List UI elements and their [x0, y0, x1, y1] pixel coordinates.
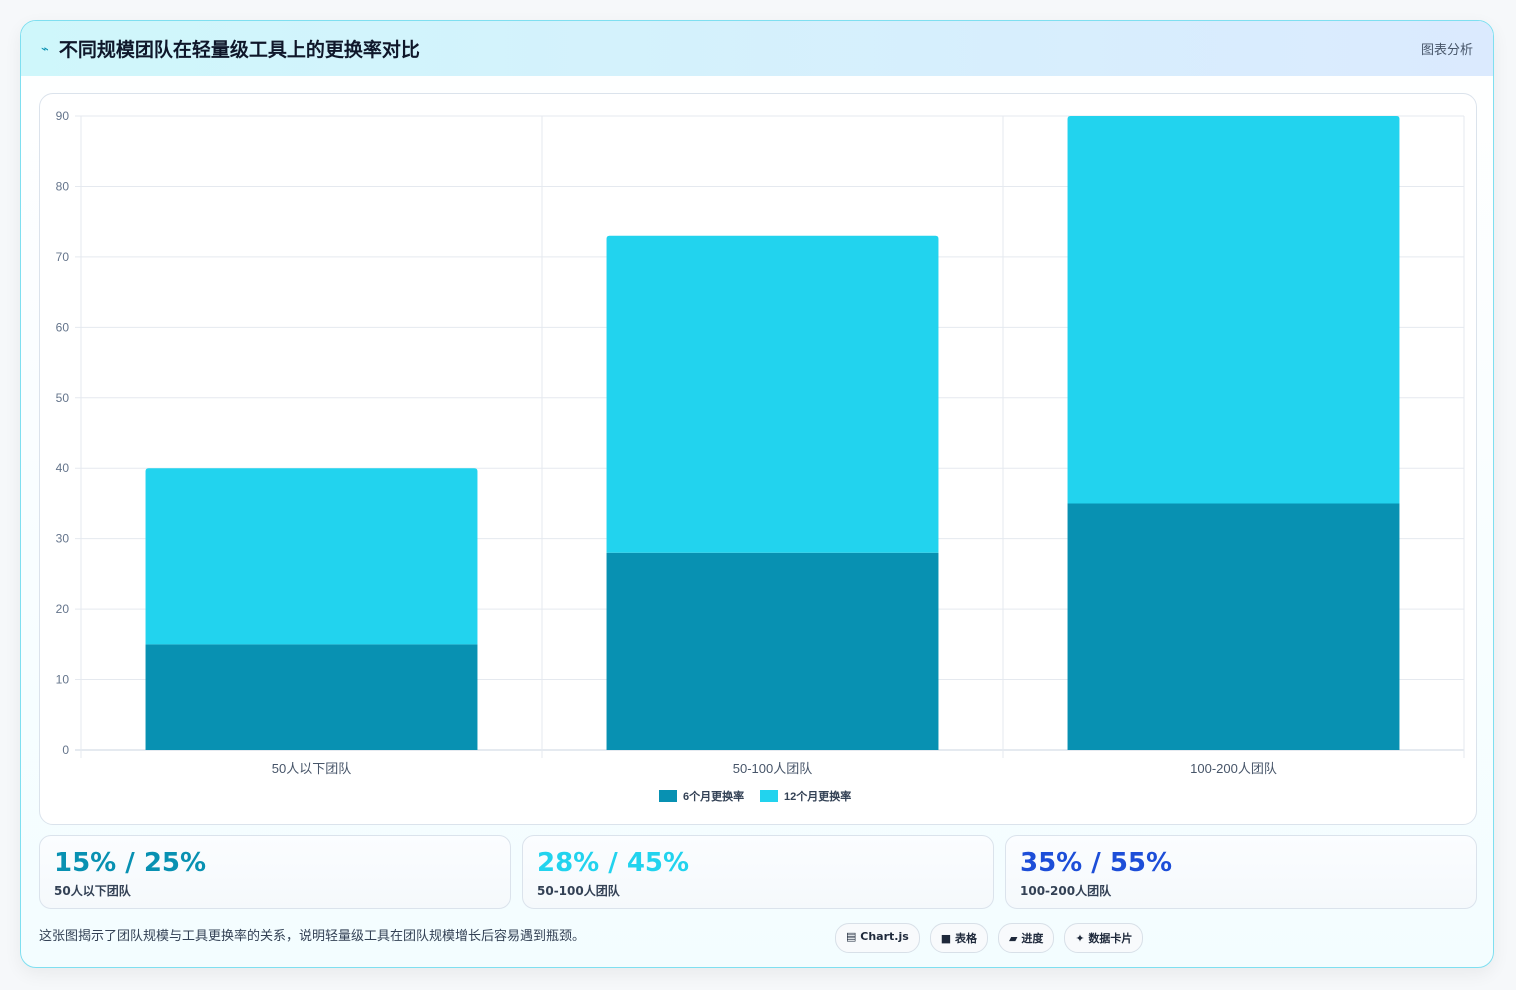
- pill-label: 表格: [955, 932, 978, 945]
- pill-label: 进度: [1021, 932, 1044, 945]
- chart-title: 不同规模团队在轻量级工具上的更换率对比: [58, 39, 420, 61]
- stat-card-large: 35% / 55% 100-200人团队: [1005, 835, 1477, 909]
- y-tick-label: 10: [56, 673, 70, 687]
- y-tick-label: 20: [56, 602, 70, 616]
- footer-note: 这张图揭示了团队规模与工具更换率的关系，说明轻量级工具在团队规模增长后容易遇到瓶…: [39, 929, 586, 944]
- bar-6m: [145, 644, 478, 750]
- pill-table[interactable]: ■ 表格: [929, 923, 989, 953]
- chart-icon: ▤: [846, 930, 857, 943]
- stat-cards: 15% / 25% 50人以下团队 28% / 45% 50-100人团队 35…: [39, 835, 1477, 909]
- pill-label: Chart.js: [860, 930, 909, 943]
- pill-progress[interactable]: ▰ 进度: [998, 923, 1055, 953]
- y-tick-label: 40: [56, 461, 70, 475]
- y-tick-label: 80: [56, 179, 70, 193]
- stat-value: 15% / 25%: [54, 848, 207, 878]
- pill-label: 数据卡片: [1088, 932, 1133, 945]
- stat-label: 50人以下团队: [54, 884, 131, 898]
- x-tick-label: 50-100人团队: [733, 761, 812, 776]
- stat-card-small: 15% / 25% 50人以下团队: [39, 835, 511, 909]
- feature-pills: ▤ Chart.js ■ 表格 ▰ 进度 ✦ 数据卡片: [835, 923, 1144, 953]
- x-tick-label: 100-200人团队: [1190, 761, 1277, 776]
- legend-swatch: [659, 790, 677, 802]
- legend-label: 6个月更换率: [683, 789, 744, 803]
- bar-12m: [1067, 116, 1400, 504]
- sparkle-icon: ✦: [1075, 932, 1085, 945]
- card-header: ⌁ 不同规模团队在轻量级工具上的更换率对比 图表分析: [21, 21, 1493, 76]
- legend-swatch: [760, 790, 778, 802]
- stat-card-medium: 28% / 45% 50-100人团队: [522, 835, 994, 909]
- chart-container: 0 10 20 30 40 50 60 70 80 90 50人以下团队 50-100人团队 100-2…: [39, 93, 1477, 825]
- chart-line-icon: ⌁: [41, 42, 49, 57]
- chart-card: ⌁ 不同规模团队在轻量级工具上的更换率对比 图表分析 0 10 20 30 40 50 60…: [20, 20, 1494, 968]
- stat-label: 50-100人团队: [537, 884, 620, 898]
- bar-6m: [1067, 503, 1400, 750]
- progress-icon: ▰: [1009, 932, 1018, 945]
- y-tick-label: 70: [56, 250, 70, 264]
- pill-chartjs[interactable]: ▤ Chart.js: [835, 923, 920, 953]
- x-tick-label: 50人以下团队: [272, 761, 351, 776]
- pill-data-card[interactable]: ✦ 数据卡片: [1064, 923, 1144, 953]
- y-tick-label: 90: [56, 109, 70, 123]
- bar-12m: [145, 468, 478, 645]
- stat-label: 100-200人团队: [1020, 884, 1112, 898]
- y-tick-label: 60: [56, 320, 70, 334]
- stat-value: 28% / 45%: [537, 848, 690, 878]
- y-tick-label: 30: [56, 532, 70, 546]
- bar-6m: [606, 552, 939, 750]
- y-tick-label: 50: [56, 391, 70, 405]
- y-tick-label: 0: [62, 743, 69, 757]
- stat-value: 35% / 55%: [1020, 848, 1173, 878]
- legend-label: 12个月更换率: [784, 789, 851, 803]
- bar-chart: 0 10 20 30 40 50 60 70 80 90 50人以下团队 50-100人团队 100-2…: [56, 109, 1465, 803]
- table-icon: ■: [940, 932, 952, 945]
- chart-analysis-tag: 图表分析: [1420, 43, 1473, 58]
- bar-12m: [606, 235, 939, 553]
